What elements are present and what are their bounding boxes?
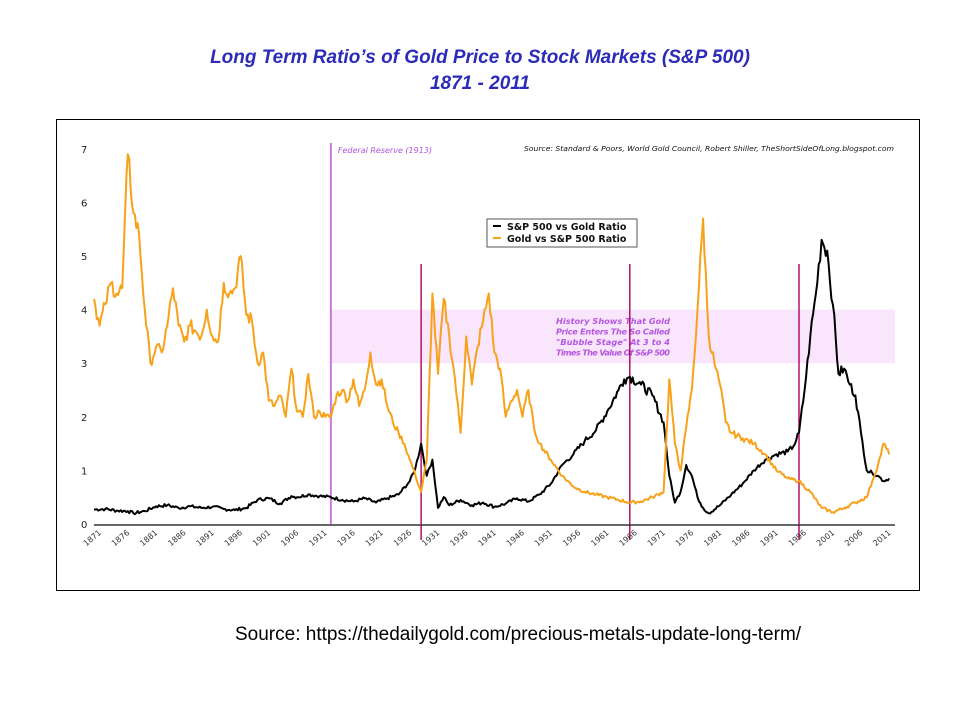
x-tick-label: 1956 (561, 528, 582, 548)
x-tick-label: 1996 (787, 528, 808, 548)
data-source-note: Source: Standard & Poors, World Gold Cou… (524, 144, 894, 153)
x-tick-label: 1876 (110, 528, 131, 548)
footer-source-url: Source: https://thedailygold.com/preciou… (235, 624, 802, 645)
x-tick-label: 1946 (505, 528, 526, 548)
x-tick-label: 1886 (166, 528, 187, 548)
x-tick-label: 1911 (307, 528, 328, 548)
x-tick-label: 1976 (674, 528, 695, 548)
bubble-stage-annotation-line: Times The Value Of S&P 500 (556, 348, 670, 358)
bubble-stage-band (330, 309, 895, 364)
x-tick-label: 1961 (589, 528, 610, 548)
bubble-stage-annotation-line: History Shows That Gold (556, 316, 670, 326)
x-tick-label: 1916 (336, 528, 357, 548)
y-tick-label: 4 (81, 306, 87, 317)
y-tick-label: 7 (81, 145, 87, 156)
x-tick-label: 1981 (702, 528, 723, 548)
series-sp500-vs-gold-line (94, 238, 891, 516)
x-tick-label: 1906 (279, 528, 300, 548)
x-tick-label: 1931 (420, 528, 441, 548)
x-tick-label: 1881 (138, 528, 159, 548)
x-tick-label: 2006 (843, 528, 864, 548)
legend-label: Gold vs S&P 500 Ratio (507, 234, 627, 245)
y-tick-label: 6 (81, 198, 87, 209)
bubble-stage-annotation-line: "Bubble Stage" At 3 to 4 (556, 337, 670, 347)
federal-reserve-label: Federal Reserve (1913) (338, 146, 432, 155)
x-tick-label: 1901 (251, 528, 272, 548)
x-tick-label: 1951 (533, 528, 554, 548)
y-tick-label: 1 (81, 466, 87, 477)
x-tick-label: 1986 (730, 528, 751, 548)
x-tick-label: 1936 (448, 528, 469, 548)
y-tick-label: 5 (81, 252, 87, 263)
series-gold-vs-sp500-line (93, 153, 891, 514)
legend-label: S&P 500 vs Gold Ratio (507, 222, 627, 233)
x-tick-label: 1891 (195, 528, 216, 548)
y-tick-label: 3 (81, 359, 87, 370)
x-tick-label: 1871 (82, 528, 103, 548)
x-tick-label: 1941 (477, 528, 498, 548)
x-tick-label: 1926 (392, 528, 413, 548)
bubble-stage-annotation-line: Price Enters The So Called (556, 327, 670, 337)
legend-box (486, 218, 638, 248)
chart-title: Long Term Ratio’s of Gold Price to Stock… (210, 47, 750, 68)
x-tick-label: 2011 (871, 528, 892, 548)
x-tick-label: 1991 (759, 528, 780, 548)
x-tick-label: 1966 (618, 528, 639, 548)
x-tick-label: 2001 (815, 528, 836, 548)
y-tick-label: 0 (81, 520, 87, 531)
x-tick-label: 1896 (223, 528, 244, 548)
x-tick-label: 1921 (364, 528, 385, 548)
y-tick-label: 2 (81, 413, 87, 424)
chart-subtitle-years: 1871 - 2011 (429, 73, 530, 94)
x-tick-label: 1971 (646, 528, 667, 548)
